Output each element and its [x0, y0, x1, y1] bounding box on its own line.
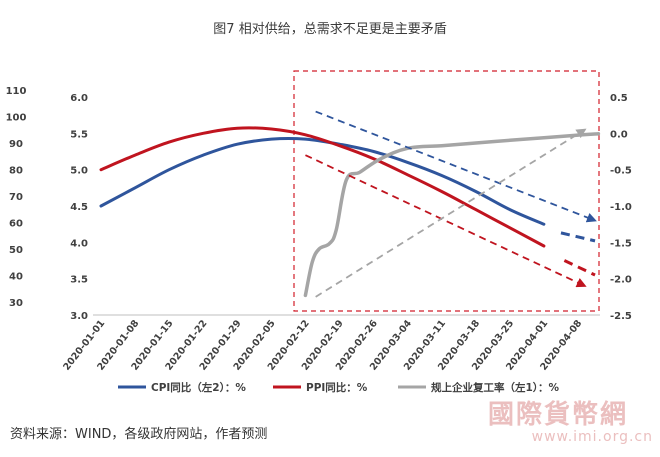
right-axis-tick: -1.0 [610, 202, 632, 213]
series-forecast-cpi [560, 231, 596, 243]
left-axis-1-tick: 100 [6, 113, 27, 124]
highlight-box [293, 70, 600, 312]
watermark-brand: 國際貨幣網 [488, 400, 629, 430]
right-axis-tick: 0.5 [610, 93, 628, 104]
series-line-ppi [99, 126, 546, 248]
right-axis-tick: -1.5 [610, 238, 632, 249]
watermark-url: www.imi.org.cn [531, 429, 653, 445]
trend-arrow-gray [315, 128, 587, 298]
right-axis-tick: -2.0 [610, 275, 632, 286]
left-axis-2-tick: 4.0 [70, 238, 88, 249]
left-axis-1-tick: 40 [9, 272, 23, 283]
legend-label: 规上企业复工率（左1）：% [431, 381, 560, 394]
source-note: 资料来源：WIND，各级政府网站，作者预测 [10, 427, 268, 442]
left-axis-1-tick: 90 [9, 139, 23, 150]
left-axis-2-tick: 5.5 [70, 129, 88, 140]
left-axis-2-tick: 3.0 [70, 311, 88, 322]
chart-canvas: 110 100 90 80 70 60 50 40 30 6.0 5.5 5.0 4.5 4.0 3.5 3.… [6, 70, 632, 394]
trend-arrow-blue [315, 110, 597, 223]
legend-label: CPI同比（左2）：% [151, 381, 246, 394]
right-axis-tick: -0.5 [610, 166, 632, 177]
left-axis-2-tick: 4.5 [70, 202, 88, 213]
left-axis-1-tick: 50 [9, 245, 23, 256]
watermark-logo: 國際貨幣網 www.imi.org.cn [488, 394, 653, 445]
trend-arrow-red [305, 154, 587, 288]
legend-label: PPI同比：% [306, 381, 368, 394]
right-axis-tick: -2.5 [610, 311, 632, 322]
series-line-resume-rate [303, 131, 601, 298]
left-axis-1-tick: 70 [9, 192, 23, 203]
left-axis-2-tick: 5.0 [70, 166, 88, 177]
chart-title: 图7 相对供给，总需求不足更是主要矛盾 [213, 22, 447, 37]
series-forecast-ppi [563, 259, 596, 277]
left-axis-1-tick: 30 [9, 298, 23, 309]
left-axis-1-tick: 110 [6, 86, 27, 97]
left-axis-2-tick: 6.0 [70, 93, 88, 104]
left-axis-1-tick: 80 [9, 166, 23, 177]
right-axis-tick: 0.0 [610, 129, 628, 140]
left-axis-2-tick: 3.5 [70, 275, 88, 286]
left-axis-1-tick: 60 [9, 219, 23, 230]
